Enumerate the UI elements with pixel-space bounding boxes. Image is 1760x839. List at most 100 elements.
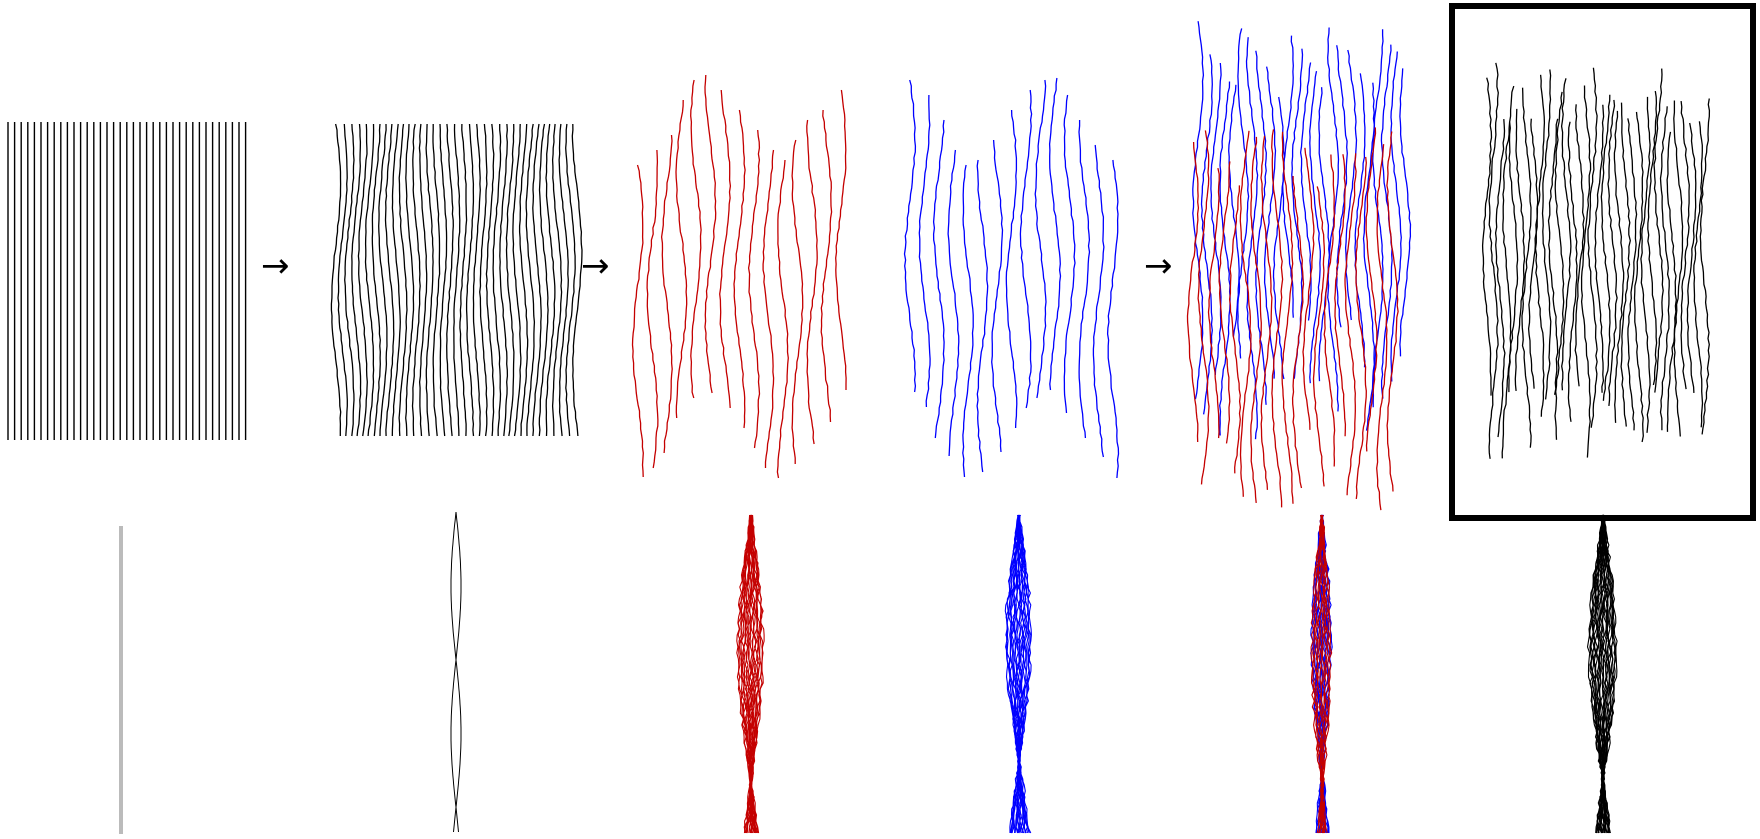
profile-result: [1586, 514, 1618, 834]
wavy-line: [505, 123, 515, 437]
fiber-line: [1344, 153, 1357, 496]
wavy-line: [337, 123, 348, 437]
fiber-line: [1239, 130, 1252, 497]
fiber-line: [1554, 91, 1565, 440]
profile-blue: [1004, 514, 1032, 834]
twist-profile-line: [450, 511, 462, 833]
fiber-line: [704, 74, 717, 394]
panel-straight-lines: [7, 122, 247, 440]
wavy-line: [357, 123, 368, 437]
fiber-line: [1318, 87, 1331, 382]
fiber-line: [962, 164, 974, 478]
fiber-line: [1627, 118, 1638, 431]
arrow-3-icon: →: [1144, 246, 1173, 286]
fiber-line: [1666, 131, 1677, 432]
bundle-fiber: [1010, 514, 1032, 834]
fiber-line: [1574, 104, 1585, 387]
bundle-fiber: [1316, 514, 1333, 834]
wavy-line: [532, 123, 542, 437]
wavy-line: [499, 123, 509, 437]
fiber-line: [1344, 49, 1358, 321]
profile-wavy: [450, 511, 462, 833]
fiber-line: [1386, 131, 1399, 492]
fiber-line: [1508, 85, 1519, 393]
fiber-line: [806, 119, 818, 445]
fiber-line: [1376, 144, 1388, 511]
fiber-line: [719, 89, 732, 409]
fiber-line: [1501, 122, 1512, 459]
fiber-line: [1019, 89, 1033, 409]
fiber-line: [947, 149, 960, 457]
fiber-line: [1673, 100, 1684, 437]
fiber-line: [1334, 154, 1347, 437]
fiber-line: [1521, 87, 1532, 448]
fiber-line: [1620, 102, 1631, 427]
fiber-line: [835, 89, 847, 390]
fiber-line: [791, 139, 804, 464]
wavy-line: [492, 124, 502, 437]
fiber-line: [1527, 118, 1539, 389]
bundle-fiber: [1013, 514, 1027, 834]
fiber-line: [1281, 131, 1294, 504]
wavy-line: [465, 123, 475, 437]
fiber-line: [631, 164, 644, 478]
bundle-fiber: [745, 514, 760, 834]
wavy-line: [378, 123, 388, 437]
fiber-line: [1106, 159, 1120, 479]
wavy-line: [364, 123, 375, 437]
fiber-line: [1260, 135, 1273, 490]
fiber-line: [932, 119, 945, 439]
fiber-line: [1271, 129, 1284, 508]
fiber-line: [1327, 27, 1340, 412]
fiber-line: [1607, 99, 1618, 406]
fiber-line: [776, 159, 789, 479]
wavy-line: [525, 123, 536, 437]
fiber-line: [1541, 69, 1552, 400]
fiber-line: [1237, 28, 1250, 359]
wavy-line: [518, 123, 529, 437]
wavy-line: [545, 123, 556, 437]
wavy-line: [439, 123, 448, 437]
fiber-line: [1693, 121, 1704, 428]
wavy-line: [485, 123, 495, 437]
fiber-line: [903, 79, 917, 393]
fiber-line: [1686, 122, 1697, 393]
panel-blue-fibers: [903, 77, 1120, 479]
bundle-fiber: [1595, 514, 1618, 834]
wavy-line: [512, 123, 522, 437]
wavy-line: [472, 123, 481, 437]
wavy-line: [425, 123, 434, 437]
fiber-line: [747, 129, 761, 449]
wavy-line: [551, 123, 563, 437]
fiber-line: [1218, 161, 1231, 444]
fiber-line: [762, 149, 775, 468]
fiber-line: [1197, 130, 1210, 485]
fiber-line: [1354, 73, 1366, 368]
fiber-line: [1488, 62, 1499, 459]
fiber-line: [1699, 98, 1711, 435]
fiber-line: [1587, 67, 1598, 428]
fiber-line: [1282, 35, 1294, 318]
fiber-line: [1560, 78, 1572, 391]
wavy-line: [391, 123, 401, 437]
wavy-line: [571, 123, 583, 437]
wavy-line: [411, 123, 421, 437]
fiber-line: [1302, 147, 1315, 430]
fiber-line: [1680, 101, 1690, 390]
fiber-line: [1594, 104, 1605, 393]
fiber-line: [1034, 79, 1047, 399]
fiber-line: [1207, 167, 1220, 439]
fiber-line: [820, 109, 833, 423]
fiber-line: [1092, 144, 1105, 458]
fiber-line: [660, 134, 673, 454]
fiber-line: [1653, 68, 1664, 393]
fiber-line: [1005, 109, 1018, 429]
fiber-line: [1250, 136, 1262, 503]
fiber-line: [1362, 82, 1376, 431]
fiber-line: [1514, 108, 1526, 391]
fiber-line: [1600, 94, 1611, 401]
fiber-line: [1365, 127, 1378, 452]
fiber-line: [918, 94, 931, 408]
fiber-line: [1309, 71, 1321, 384]
